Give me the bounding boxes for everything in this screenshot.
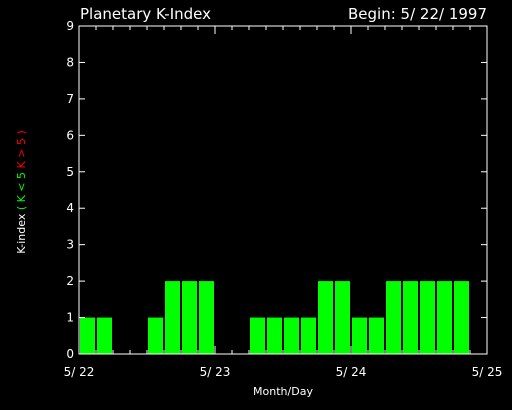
x-tick-label: 5/ 24 xyxy=(336,365,367,379)
y-label-part: K > 5 ) xyxy=(15,130,28,172)
k-index-bar xyxy=(284,317,299,354)
y-tick-label: 6 xyxy=(66,128,74,142)
x-ticks-group: 5/ 22 5/ 23 5/ 24 5/ 25 xyxy=(64,26,503,379)
y-tick-label: 4 xyxy=(66,201,74,215)
y-tick-label: 5 xyxy=(66,165,74,179)
chart-title: Planetary K-Index xyxy=(80,5,211,23)
k-index-bar xyxy=(318,281,333,354)
y-tick-label: 0 xyxy=(66,347,74,361)
y-tick-label: 9 xyxy=(66,19,74,33)
k-index-bar xyxy=(301,317,316,354)
k-index-bar xyxy=(80,317,95,354)
chart-subtitle: Begin: 5/ 22/ 1997 xyxy=(348,5,487,23)
k-index-bar xyxy=(386,281,401,354)
y-label-part: ( K < 5 xyxy=(15,172,28,214)
k-index-bar xyxy=(403,281,418,354)
y-tick-label: 1 xyxy=(66,311,74,325)
k-index-bar xyxy=(250,317,265,354)
k-index-bar xyxy=(369,317,384,354)
y-tick-label: 3 xyxy=(66,238,74,252)
k-index-bar xyxy=(165,281,180,354)
k-index-bar xyxy=(335,281,350,354)
x-axis-label: Month/Day xyxy=(253,385,313,398)
k-index-bar xyxy=(437,281,452,354)
y-tick-label: 7 xyxy=(66,92,74,106)
k-index-bar xyxy=(199,281,214,354)
k-index-bar xyxy=(182,281,197,354)
y-axis-label: K-index ( K < 5 K > 5 ) xyxy=(15,130,28,254)
x-tick-label: 5/ 25 xyxy=(472,365,503,379)
k-index-bar xyxy=(97,317,112,354)
bars-group xyxy=(80,281,469,354)
y-tick-label: 8 xyxy=(66,55,74,69)
k-index-bar xyxy=(454,281,469,354)
y-tick-label: 2 xyxy=(66,274,74,288)
k-index-bar xyxy=(148,317,163,354)
k-index-bar xyxy=(267,317,282,354)
k-index-bar xyxy=(352,317,367,354)
y-label-part: K-index xyxy=(15,213,28,254)
k-index-bar xyxy=(420,281,435,354)
x-tick-label: 5/ 23 xyxy=(200,365,231,379)
y-ticks-group: 0 1 2 3 4 5 6 7 8 9 xyxy=(66,19,487,361)
x-tick-label: 5/ 22 xyxy=(64,365,95,379)
